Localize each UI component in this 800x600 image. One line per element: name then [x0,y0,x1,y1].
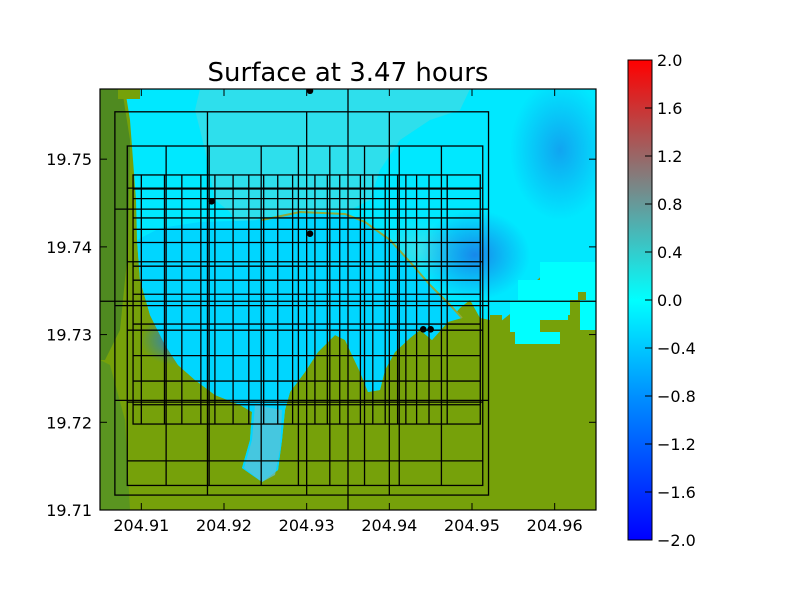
colorbar-tick-label: −0.8 [657,387,696,406]
gauge-markers [208,89,434,333]
chart-title: Surface at 3.47 hours [208,58,489,88]
y-tick-label: 19.73 [46,326,92,345]
y-tick-label: 19.72 [46,413,92,432]
water-patch-2 [518,280,596,300]
water-patch-3 [510,300,570,320]
water-deep-ne [510,89,596,220]
x-tick-label: 204.92 [196,516,252,535]
colorbar-tick-label: 0.0 [657,291,682,310]
x-tick-label: 204.93 [279,516,335,535]
grid-level1-box [114,111,490,496]
x-tick-label: 204.96 [527,516,583,535]
x-axis: 204.91 204.92 204.93 204.94 204.95 204.96 [113,89,583,535]
land-patch-3 [575,335,596,345]
y-axis: 19.71 19.72 19.73 19.74 19.75 [46,150,596,520]
grid-level2-box [126,145,484,487]
gauge-point [306,89,314,95]
gauge-point [419,326,427,333]
land-patch-1 [578,292,586,300]
x-tick-label: 204.94 [361,516,417,535]
colorbar-tick-label: 0.8 [657,195,682,214]
gauge-point [427,326,434,333]
plot-area [100,89,596,510]
amr-grid [100,89,596,510]
y-tick-label: 19.74 [46,238,92,257]
colorbar-tick-label: −0.4 [657,339,696,358]
colorbar-tick-label: −1.6 [657,483,696,502]
water-deep-right [420,210,530,300]
gauge-point [208,197,215,205]
colorbar-tick-label: −1.2 [657,435,696,454]
plot-frame [99,88,597,511]
colorbar-axis: 2.0 1.6 1.2 0.8 0.4 0.0 −0.4 −0.8 −1.2 −1.6 −2.0 [645,51,696,550]
gauge-point [306,230,314,238]
colorbar-tick-label: 2.0 [657,51,682,70]
y-tick-label: 19.75 [46,150,92,169]
land-patch-4 [490,315,502,327]
colorbar-tick-label: 1.2 [657,147,682,166]
water-patch-6 [580,300,596,330]
x-tick-label: 204.95 [444,516,500,535]
x-tick-label: 204.91 [113,516,169,535]
colorbar-tick-label: 1.6 [657,99,682,118]
colorbar-tick-label: 0.4 [657,243,682,262]
inner-bay [137,212,462,482]
water-patch-5 [515,332,560,344]
water-patch-1 [540,262,596,280]
land-patch-2 [568,315,580,323]
y-tick-label: 19.71 [46,501,92,520]
water-patch-4 [510,320,540,332]
colorbar-tick-label: −2.0 [657,531,696,550]
land-notch [118,89,140,99]
